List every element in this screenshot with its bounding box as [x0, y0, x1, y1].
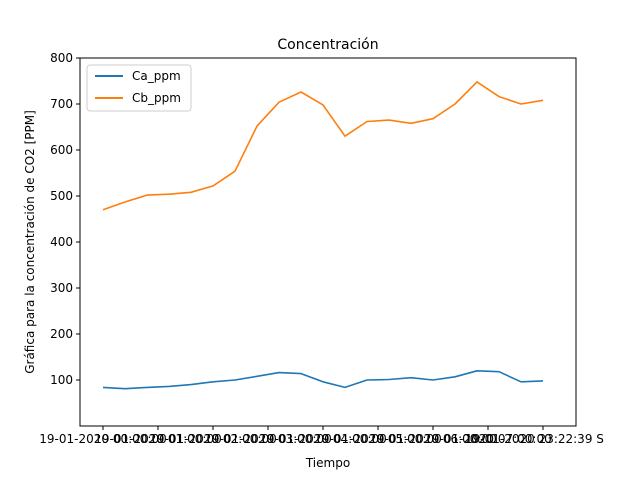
- series-line-ca-ppm: [102, 369, 544, 390]
- y-tick-label: 700: [50, 97, 73, 111]
- y-tick-label: 400: [50, 235, 73, 249]
- legend-label: Ca_ppm: [132, 69, 181, 83]
- x-tick-label: 19-01-2020 00:00:00: [39, 432, 166, 446]
- x-tick-label: 19-01-2020 02:00:00: [149, 432, 276, 446]
- x-tick-label: 19-01-2020 04:00:00: [259, 432, 386, 446]
- chart-title: Concentración: [277, 37, 378, 53]
- x-tick-label: 19-01-2020 03:00:00: [204, 432, 331, 446]
- legend-label: Cb_ppm: [132, 91, 181, 105]
- y-axis-label: Gráfica para la concentración de CO2 [PP…: [23, 110, 37, 374]
- y-tick-label: 800: [50, 51, 73, 65]
- legend: Ca_ppm Cb_ppm: [86, 64, 192, 112]
- x-tick-label: 19-01-2020 07:00:00: [424, 432, 551, 446]
- x-tick-label: 19-01-2020 23:22:39 S: [465, 432, 604, 446]
- y-tick-label: 500: [50, 189, 73, 203]
- x-tick-label: 19-01-2020 06:00:00: [369, 432, 496, 446]
- y-tick-label: 100: [50, 373, 73, 387]
- y-tick-label: 200: [50, 327, 73, 341]
- plot-frame: [79, 57, 577, 427]
- plot-area: [79, 57, 577, 427]
- series-line-cb-ppm: [102, 81, 544, 211]
- x-tick-label: 19-01-2020 01:00:00: [94, 432, 221, 446]
- x-tick-label: 19-01-2020 05:00:00: [314, 432, 441, 446]
- y-tick-label: 300: [50, 281, 73, 295]
- y-axis: 100 200 300 400 500 600 700 800: [50, 51, 80, 387]
- y-tick-label: 600: [50, 143, 73, 157]
- series-group: [102, 81, 544, 390]
- x-axis-label: Tiempo: [305, 456, 350, 470]
